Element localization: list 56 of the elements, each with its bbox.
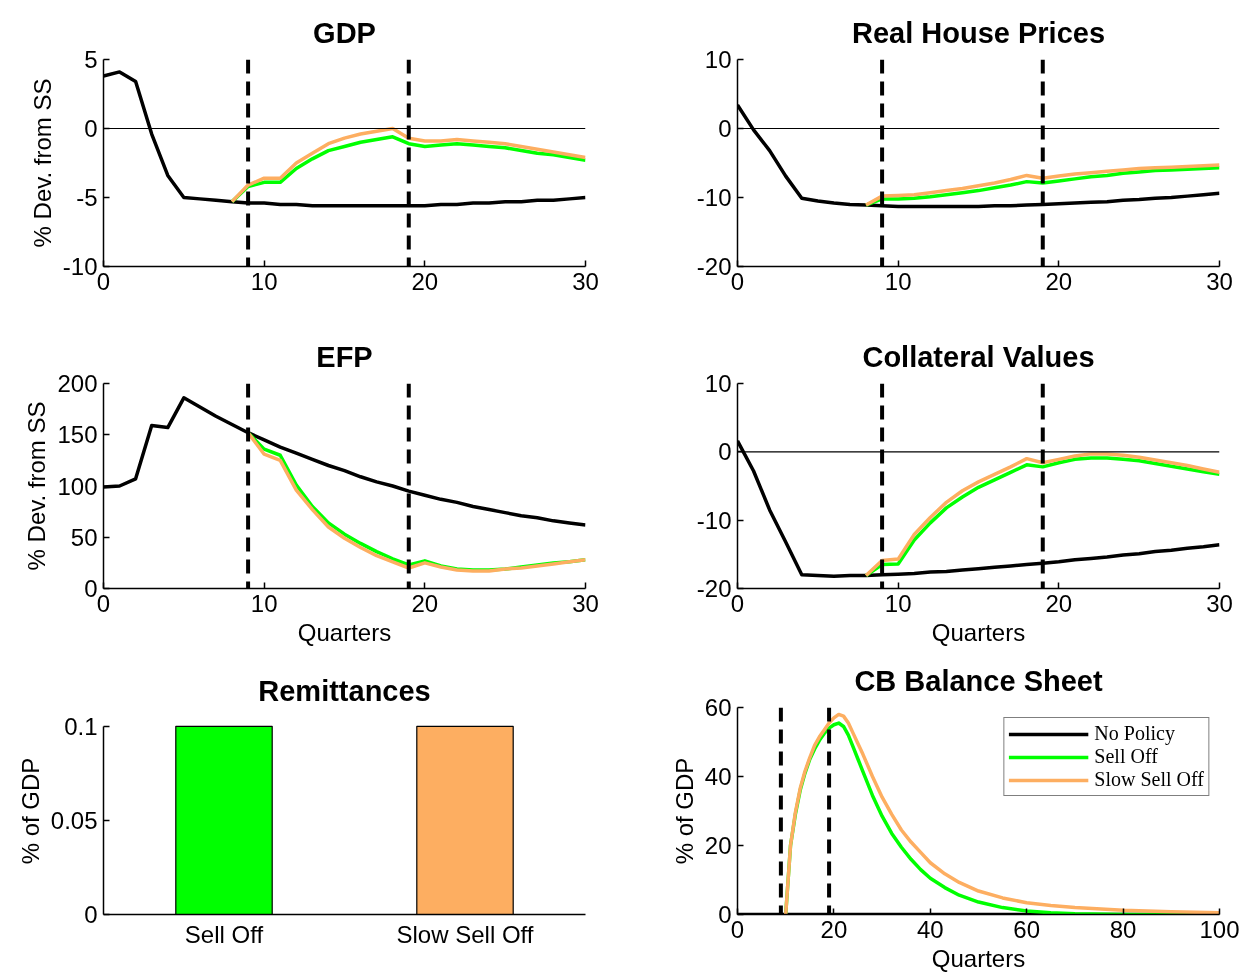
x-tick-label: 20 <box>820 915 848 943</box>
x-tick-label: 40 <box>916 915 944 943</box>
x-axis-title: Quarters <box>931 618 1026 646</box>
x-tick-label: 30 <box>1206 589 1233 617</box>
y-tick-label: 40 <box>704 763 732 790</box>
y-axis-title: % Dev. from SS <box>28 78 56 248</box>
x-tick-label: Sell Off <box>184 920 264 948</box>
chart-title: GDP <box>313 16 376 49</box>
y-tick-label: 20 <box>704 832 732 859</box>
x-tick-label: 20 <box>411 589 439 617</box>
y-tick-label: -10 <box>62 253 98 280</box>
x-tick-label: 60 <box>1013 915 1041 943</box>
y-axis-title: % of GDP <box>670 757 698 865</box>
y-tick-label: 150 <box>57 421 98 449</box>
y-tick-label: 0.05 <box>50 806 98 834</box>
x-axis-title: Quarters <box>931 944 1026 972</box>
y-tick-label: -5 <box>76 184 98 211</box>
y-axis-title: % Dev. from SS <box>23 401 51 571</box>
y-tick-label: 100 <box>57 472 98 500</box>
x-tick-label: 10 <box>250 267 278 295</box>
x-tick-label: 100 <box>1199 915 1240 943</box>
x-axis-title: Quarters <box>297 618 392 646</box>
chart-title: EFP <box>316 340 373 373</box>
y-axis-title: % of GDP <box>16 757 44 865</box>
chart-title: Real House Prices <box>851 16 1106 49</box>
x-tick-label: 10 <box>884 589 912 617</box>
x-tick-label: 10 <box>250 589 278 617</box>
y-tick-label: -10 <box>696 184 732 211</box>
y-tick-label: 0 <box>718 438 732 466</box>
x-tick-label: 20 <box>1045 267 1073 295</box>
y-tick-label: 200 <box>57 370 98 397</box>
x-tick-label: 80 <box>1109 915 1137 943</box>
x-tick-label: 30 <box>572 267 599 295</box>
chart-title: CB Balance Sheet <box>854 664 1103 697</box>
y-tick-label: 10 <box>704 46 732 73</box>
x-tick-label: 20 <box>1045 589 1073 617</box>
y-tick-label: 60 <box>704 694 732 721</box>
y-tick-label: 0 <box>718 115 732 142</box>
y-tick-label: 0.1 <box>64 712 98 740</box>
legend-label: No Policy <box>1094 722 1175 745</box>
x-tick-label: Slow Sell Off <box>396 920 534 948</box>
x-tick-label: 10 <box>884 267 912 295</box>
y-tick-label: -20 <box>696 575 732 602</box>
y-tick-label: 50 <box>70 523 98 551</box>
chart-title: Collateral Values <box>862 340 1095 373</box>
y-tick-label: 10 <box>704 370 732 397</box>
y-tick-label: 0 <box>84 115 98 142</box>
y-tick-label: -10 <box>696 506 732 534</box>
x-tick-label: 30 <box>572 589 599 617</box>
legend-label: Slow Sell Off <box>1094 768 1204 791</box>
y-tick-label: -20 <box>696 253 732 280</box>
x-tick-label: 30 <box>1206 267 1233 295</box>
chart-title: Remittances <box>258 674 431 707</box>
legend-label: Sell Off <box>1094 745 1158 768</box>
x-tick-label: 20 <box>411 267 439 295</box>
y-tick-label: 5 <box>84 46 98 73</box>
